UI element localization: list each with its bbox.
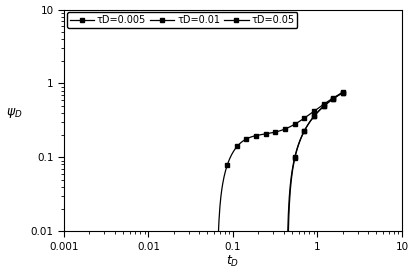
Legend: τD=0.005, τD=0.01, τD=0.05: τD=0.005, τD=0.01, τD=0.05 — [66, 12, 297, 28]
X-axis label: $t_D$: $t_D$ — [226, 254, 239, 270]
Y-axis label: $\psi_D$: $\psi_D$ — [5, 106, 22, 120]
